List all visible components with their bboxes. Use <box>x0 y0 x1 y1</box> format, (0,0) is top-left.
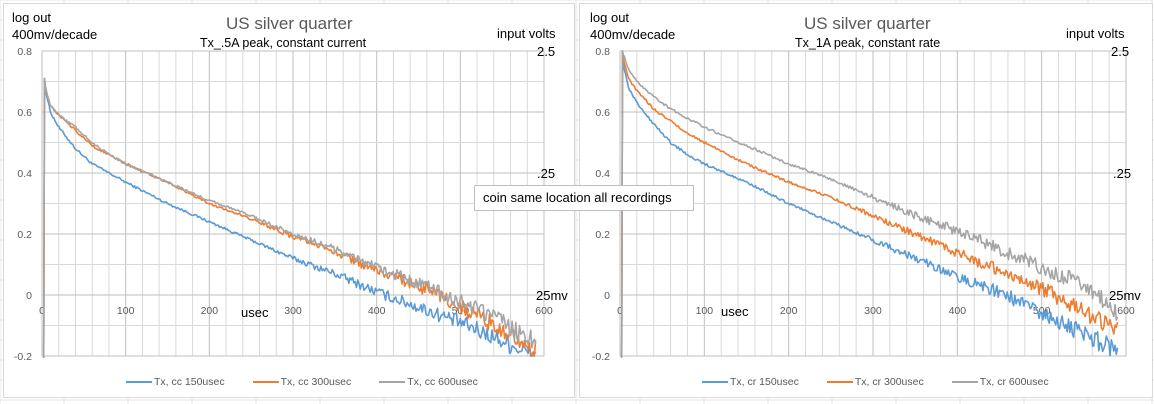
chart-legend: Tx, cc 150usec Tx, cc 300usec Tx, cc 600… <box>126 376 478 388</box>
x-tick-label: 100 <box>117 305 135 317</box>
legend-label: Tx, cr 300usec <box>854 376 924 388</box>
series-line-1 <box>42 77 537 359</box>
chart-subtitle: Tx_1A peak, constant rate <box>795 36 941 50</box>
y-axis-label-line2: 400mv/decade <box>12 27 98 42</box>
legend-label: Tx, cr 600usec <box>979 376 1049 388</box>
legend-label: Tx, cc 600usec <box>407 376 478 388</box>
right-axis-label: input volts <box>1066 26 1125 41</box>
y-tick-label: 0.6 <box>595 107 610 119</box>
x-tick-label: 0 <box>617 305 623 317</box>
y-tick-label: 0.8 <box>17 46 32 58</box>
x-tick-label: 300 <box>284 305 302 317</box>
legend-item-series3[interactable]: Tx, cc 600usec <box>379 376 478 388</box>
legend-item-series2[interactable]: Tx, cc 300usec <box>252 376 352 388</box>
y-axis-label-line1: log out <box>12 10 52 25</box>
right-axis-tick-25mv: 25mv <box>1109 288 1141 303</box>
x-tick-label: 300 <box>864 305 882 317</box>
right-axis-tick-.25: .25 <box>1113 166 1132 181</box>
x-tick-label: 0 <box>39 305 45 317</box>
y-tick-label: -0.2 <box>592 351 610 363</box>
x-tick-label: 200 <box>201 305 219 317</box>
legend-swatch-orange <box>826 380 853 384</box>
legend-swatch-blue <box>702 380 728 384</box>
y-tick-label: 0 <box>26 290 32 302</box>
x-tick-label: 100 <box>696 305 714 317</box>
legend-item-series1[interactable]: Tx, cr 150usec <box>702 376 799 388</box>
right-axis-tick-2.5: 2.5 <box>537 44 556 59</box>
right-axis-tick-2.5: 2.5 <box>1111 44 1130 59</box>
series-line-1 <box>620 50 1119 359</box>
legend-label: Tx, cc 150usec <box>154 376 225 388</box>
x-tick-label: 200 <box>780 305 798 317</box>
y-tick-label: 0 <box>604 290 610 302</box>
y-tick-label: 0.8 <box>595 46 610 58</box>
legend-label: Tx, cc 300usec <box>280 376 352 388</box>
x-tick-label: 400 <box>949 305 967 317</box>
chart-svg-constant-rate: 0.80.60.40.20-0.20 100 200 300 400 500 600 <box>592 46 1135 363</box>
series-line-2 <box>620 50 1119 359</box>
y-tick-label: 0.2 <box>595 229 610 241</box>
y-tick-label: 0.4 <box>17 168 32 180</box>
legend-item-series3[interactable]: Tx, cr 600usec <box>951 376 1049 388</box>
x-axis-label: usec <box>721 304 749 319</box>
legend-swatch-gray <box>379 380 406 384</box>
y-tick-label: 0.4 <box>595 168 610 180</box>
x-tick-label: 600 <box>535 305 553 317</box>
y-tick-label: 0.6 <box>17 107 32 119</box>
chart-legend: Tx, cr 150usec Tx, cr 300usec Tx, cr 600… <box>702 376 1049 388</box>
legend-swatch-orange <box>252 380 279 384</box>
chart-svg-constant-current: 0.80.60.40.20-0.20 100 200 300 400 500 600 <box>14 46 553 363</box>
series-line-3 <box>42 77 537 359</box>
chart-panel-constant-current[interactable]: 0.8 0.6 0.4 0.2 0 -0.2 0 100 200 300 400 500 600 log… <box>3 3 575 398</box>
x-tick-label: 400 <box>368 305 386 317</box>
legend-item-series2[interactable]: Tx, cr 300usec <box>826 376 924 388</box>
y-tick-label: -0.2 <box>14 351 32 363</box>
y-axis-label-line1: log out <box>590 10 630 25</box>
right-axis-tick-25mv: 25mv <box>536 288 568 303</box>
y-axis-label-line2: 400mv/decade <box>590 27 676 42</box>
x-axis-label: usec <box>241 305 269 320</box>
annotation-textbox[interactable]: coin same location all recordings <box>474 185 694 211</box>
series-line-3 <box>620 50 1119 359</box>
chart-title: US silver quarter <box>226 14 353 33</box>
y-tick-label: 0.2 <box>17 229 32 241</box>
legend-swatch-gray <box>951 380 978 384</box>
chart-title: US silver quarter <box>804 14 931 33</box>
chart-subtitle: Tx_.5A peak, constant current <box>200 36 367 50</box>
x-tick-label: 600 <box>1117 305 1135 317</box>
legend-swatch-blue <box>126 380 152 384</box>
legend-item-series1[interactable]: Tx, cc 150usec <box>126 376 225 388</box>
right-axis-tick-.25: .25 <box>537 166 556 181</box>
legend-label: Tx, cr 150usec <box>730 376 799 388</box>
right-axis-label: input volts <box>497 26 556 41</box>
